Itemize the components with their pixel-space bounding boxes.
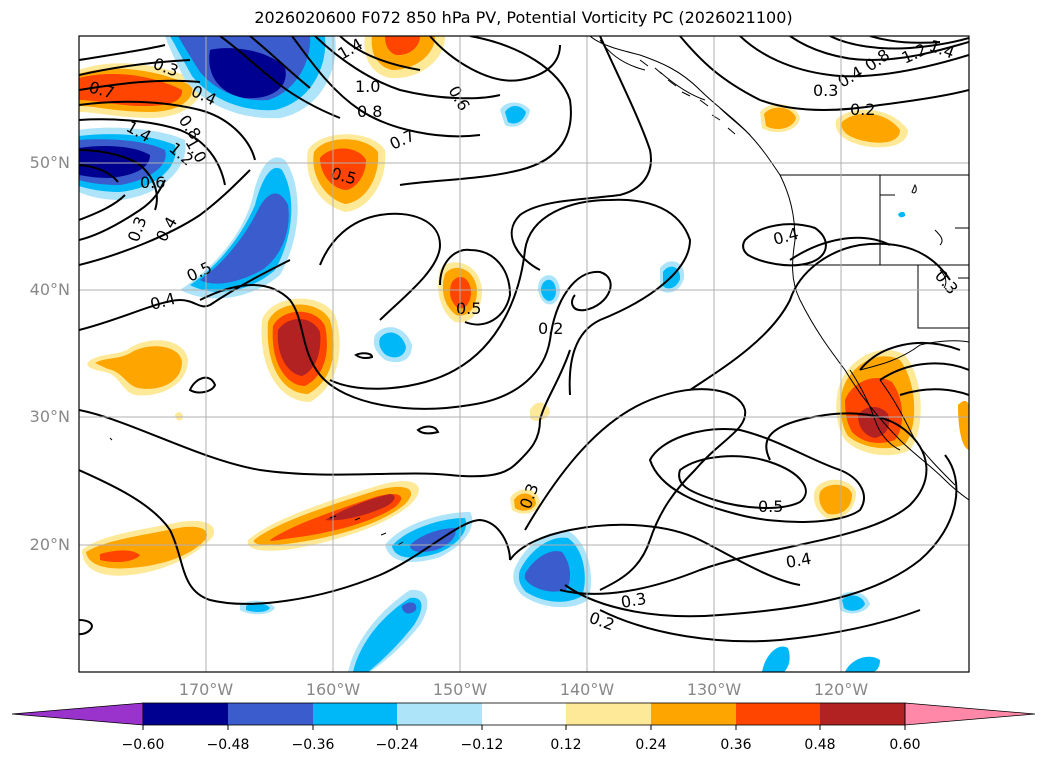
colorbar-swatch	[820, 703, 905, 725]
map-layers: 0.3 0.4 0.7 1.4 1.2 1.0 0.8 0.6 0.3 0.4 …	[79, 36, 969, 672]
state-border	[795, 175, 969, 329]
colorbar-tick-label: −0.12	[460, 737, 504, 753]
colorbar-extend-right	[904, 702, 1036, 726]
contour-label: 0.2	[538, 319, 563, 338]
coastlines	[109, 36, 969, 546]
colorbar-swatch	[651, 703, 736, 725]
lon-label: 160°W	[305, 680, 361, 699]
colorbar-swatch	[143, 703, 228, 725]
colorbar-tick-label: −0.60	[121, 737, 165, 753]
pv-contours	[79, 36, 969, 643]
colorbar-tick-label: 0.12	[550, 737, 582, 753]
baja-california	[849, 369, 956, 486]
lon-label: 130°W	[686, 680, 742, 699]
lon-label: 120°W	[813, 680, 869, 699]
colorbar	[11, 702, 1036, 730]
contour-label: 1.0	[355, 77, 380, 96]
colorbar-swatch	[736, 703, 820, 725]
contour-label: 0.5	[758, 497, 783, 516]
colorbar-tick-label: −0.48	[206, 737, 250, 753]
north-america-coast	[589, 36, 969, 501]
lon-label: 140°W	[559, 680, 615, 699]
lat-label: 40°N	[29, 280, 70, 299]
colorbar-swatch	[397, 703, 482, 725]
us-mexico-border	[859, 340, 969, 371]
chart-title: 2026020600 F072 850 hPa PV, Potential Vo…	[254, 8, 793, 27]
contour-label: 0.5	[456, 299, 481, 318]
graticule	[79, 36, 969, 672]
contour-label: 0.8	[357, 102, 382, 121]
colorbar-extend-left	[11, 702, 144, 726]
colorbar-tick-label: −0.36	[291, 737, 335, 753]
lon-label: 170°W	[178, 680, 234, 699]
colorbar-tick-label: −0.24	[375, 737, 419, 753]
lat-label: 30°N	[29, 407, 70, 426]
lat-label: 20°N	[29, 535, 70, 554]
pv-shading	[79, 36, 969, 672]
colorbar-tick-label: 0.60	[889, 737, 921, 753]
lat-label: 50°N	[29, 153, 70, 172]
colorbar-tick-label: 0.24	[635, 737, 667, 753]
contour-label: 0.3	[619, 589, 647, 612]
colorbar-swatch	[313, 703, 397, 725]
colorbar-tick-label: 0.48	[804, 737, 836, 753]
colorbar-swatch	[482, 703, 566, 725]
colorbar-swatch	[566, 703, 651, 725]
contour-label: 0.3	[813, 81, 838, 100]
contour-label: 0.4	[784, 549, 812, 572]
colorbar-swatch	[228, 703, 313, 725]
contour-label: 0.6	[140, 173, 165, 192]
map-frame	[78, 35, 970, 673]
colorbar-tick-label: 0.36	[720, 737, 752, 753]
contour-label: 0.2	[850, 100, 875, 119]
lon-label: 150°W	[432, 680, 488, 699]
